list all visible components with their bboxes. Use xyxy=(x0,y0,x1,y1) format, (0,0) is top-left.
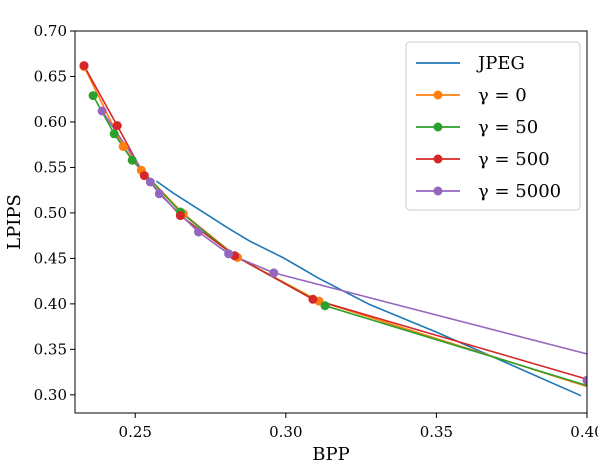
x-tick-label: 0.40 xyxy=(570,423,598,441)
legend-label-0: JPEG xyxy=(476,53,525,74)
x-axis-title: BPP xyxy=(312,444,349,465)
plot-frame xyxy=(74,30,588,414)
data-point xyxy=(79,61,89,71)
legend-label-4: γ = 5000 xyxy=(478,181,561,202)
series-markers xyxy=(79,61,587,385)
legend-label-2: γ = 50 xyxy=(478,117,538,138)
data-point xyxy=(308,294,318,304)
y-tick-label: 0.55 xyxy=(34,158,67,176)
y-tick-label: 0.65 xyxy=(34,67,67,85)
data-point xyxy=(139,171,149,181)
x-tick-label: 0.30 xyxy=(269,423,302,441)
y-tick-label: 0.30 xyxy=(34,386,67,404)
data-point xyxy=(320,301,330,311)
y-tick-label: 0.70 xyxy=(34,22,67,40)
x-axis: 0.25 0.30 0.35 0.40 xyxy=(119,413,598,441)
legend-marker-3 xyxy=(433,154,443,164)
data-point xyxy=(127,155,137,165)
data-point xyxy=(97,106,107,116)
data-point xyxy=(154,189,164,199)
y-tick-label: 0.60 xyxy=(34,113,67,131)
y-tick-label: 0.50 xyxy=(34,204,67,222)
data-point xyxy=(118,142,128,151)
data-point xyxy=(582,375,587,385)
legend-box xyxy=(405,41,581,211)
y-tick-label: 0.45 xyxy=(34,249,67,267)
data-point xyxy=(145,177,155,187)
y-axis-title: LPIPS xyxy=(4,194,25,250)
data-point xyxy=(175,211,185,221)
legend-label-1: γ = 0 xyxy=(478,85,527,106)
data-point xyxy=(194,227,203,237)
legend-marker-4 xyxy=(433,186,443,196)
y-tick-label: 0.35 xyxy=(34,340,67,358)
y-tick-label: 0.40 xyxy=(34,295,67,313)
legend-label-3: γ = 500 xyxy=(478,149,550,170)
legend: JPEG γ = 0 γ = 50 γ = 500 γ = 5000 xyxy=(405,41,581,211)
data-point xyxy=(88,91,98,101)
legend-marker-2 xyxy=(433,122,443,132)
x-tick-label: 0.35 xyxy=(420,423,453,441)
data-point xyxy=(269,268,279,278)
y-axis: 0.30 0.35 0.40 0.45 0.50 0.55 0.60 0.65 0.70 xyxy=(34,22,75,404)
data-point xyxy=(112,121,122,131)
data-point xyxy=(109,129,119,139)
legend-marker-1 xyxy=(433,90,443,100)
data-point xyxy=(224,249,234,259)
x-tick-label: 0.25 xyxy=(119,423,152,441)
